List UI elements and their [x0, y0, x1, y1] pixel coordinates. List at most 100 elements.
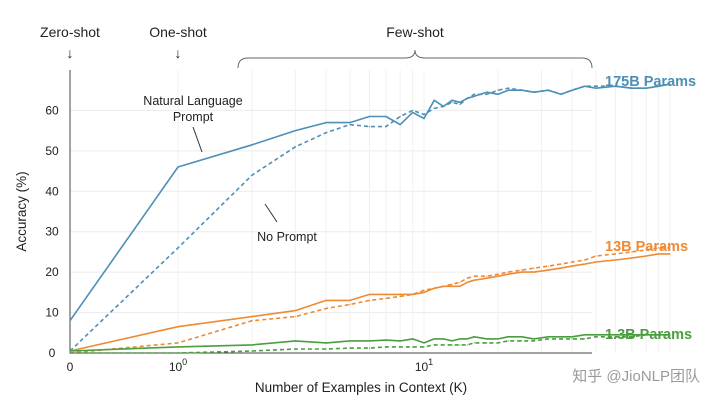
data-point	[560, 336, 562, 338]
data-point	[507, 87, 509, 89]
data-point	[423, 117, 425, 120]
data-point	[69, 350, 71, 352]
data-point	[368, 126, 371, 128]
data-point	[294, 348, 296, 350]
data-point	[486, 93, 488, 95]
x-tick-label: 101	[415, 357, 433, 374]
data-point	[669, 334, 671, 336]
data-point	[385, 339, 387, 341]
data-point	[595, 255, 597, 257]
data-point	[399, 295, 401, 297]
data-point	[423, 342, 425, 344]
data-point	[507, 271, 509, 273]
series-label: 1.3B Params	[605, 327, 692, 343]
series-label: 175B Params	[605, 74, 696, 90]
few-shot-label: Few-shot	[386, 24, 444, 40]
data-point	[251, 320, 253, 322]
data-point	[645, 249, 647, 251]
data-point	[423, 113, 425, 116]
data-point	[412, 109, 414, 112]
data-point	[631, 336, 633, 338]
data-point	[399, 346, 401, 348]
data-point	[325, 342, 327, 344]
data-point	[368, 347, 371, 349]
data-point	[423, 291, 425, 293]
data-point	[177, 247, 179, 249]
data-point	[473, 342, 475, 344]
data-point	[547, 336, 549, 338]
data-point	[486, 275, 488, 277]
few-shot-brace	[237, 49, 593, 69]
data-point	[486, 338, 488, 340]
data-point	[442, 105, 445, 107]
data-point	[521, 271, 523, 273]
data-point	[385, 297, 387, 300]
data-point	[466, 344, 468, 346]
data-point	[385, 115, 387, 118]
axes: 0 10 20 30 40 50 60 0 100 101	[45, 70, 592, 374]
data-point	[399, 293, 401, 295]
data-point	[473, 95, 475, 97]
data-point	[473, 93, 475, 95]
shot-label: Zero-shot	[40, 24, 100, 40]
data-point	[521, 340, 523, 342]
data-point	[412, 346, 414, 348]
data-point	[466, 97, 468, 99]
data-point	[69, 320, 71, 322]
data-point	[251, 350, 253, 352]
data-point	[433, 344, 435, 346]
data-point	[571, 89, 573, 91]
data-point	[560, 263, 562, 265]
data-point	[399, 340, 401, 342]
data-point	[631, 257, 633, 259]
y-axis-title: Accuracy (%)	[14, 171, 29, 251]
data-point	[251, 316, 253, 318]
data-point	[497, 89, 499, 91]
data-point	[368, 299, 371, 302]
data-point	[521, 269, 523, 271]
data-point	[349, 340, 351, 342]
data-point	[507, 340, 509, 342]
data-point	[451, 344, 453, 346]
data-point	[560, 338, 562, 340]
data-point	[595, 336, 597, 338]
data-point	[533, 267, 535, 269]
data-point	[412, 111, 414, 114]
data-point	[459, 101, 461, 103]
data-point	[521, 336, 523, 338]
data-point	[294, 309, 296, 312]
data-point	[385, 126, 387, 128]
data-point	[473, 275, 475, 277]
data-point	[521, 89, 523, 91]
data-point	[595, 85, 597, 87]
data-point	[547, 265, 549, 267]
data-point	[399, 115, 401, 118]
y-tick-label: 50	[45, 144, 59, 158]
data-point	[349, 121, 351, 124]
series-line-prompt	[69, 83, 671, 322]
data-point	[645, 255, 647, 257]
data-point	[571, 265, 573, 267]
data-point	[466, 338, 468, 340]
data-point	[645, 334, 647, 336]
data-point	[325, 299, 327, 302]
data-point	[385, 293, 387, 295]
series-line-no-prompt	[70, 333, 670, 354]
series-group	[69, 83, 671, 354]
data-point	[459, 338, 461, 340]
annotation-prompt: Prompt	[173, 110, 214, 124]
y-tick-label: 40	[45, 184, 59, 198]
data-point	[614, 259, 617, 261]
annotation-pointer	[264, 203, 278, 223]
data-point	[584, 259, 586, 261]
data-point	[433, 338, 435, 340]
data-point	[349, 123, 351, 126]
data-point	[669, 247, 671, 249]
x-axis-title: Number of Examples in Context (K)	[255, 380, 467, 395]
data-point	[466, 281, 468, 283]
data-point	[473, 336, 475, 338]
annotation-no-prompt: No Prompt	[257, 230, 317, 244]
data-point	[451, 99, 453, 101]
data-point	[507, 89, 509, 91]
